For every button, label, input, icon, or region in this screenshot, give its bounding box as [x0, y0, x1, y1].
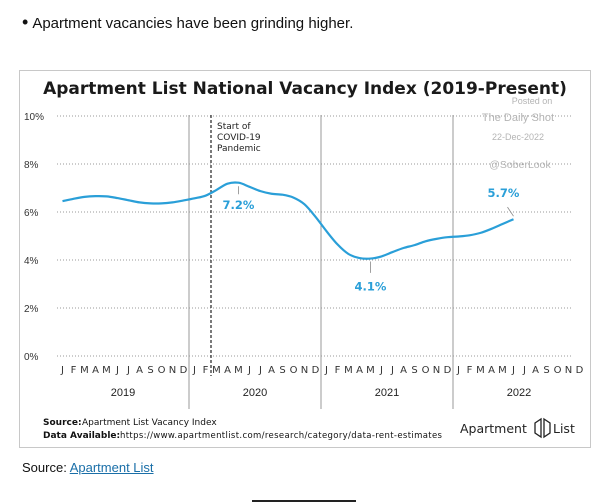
- month-tick-label: M: [476, 365, 485, 376]
- month-tick-label: J: [192, 365, 196, 376]
- month-tick-label: M: [80, 365, 89, 376]
- month-tick-label: S: [411, 365, 417, 376]
- y-tick-label: 4%: [24, 256, 39, 267]
- intro-text: Apartment vacancies have been grinding h…: [32, 15, 354, 32]
- month-tick-label: D: [444, 365, 452, 376]
- month-tick-label: J: [379, 365, 383, 376]
- chart-frame: Apartment List National Vacancy Index (2…: [19, 70, 591, 448]
- covid-marker-label: Pandemic: [217, 144, 261, 154]
- month-tick-label: O: [554, 365, 562, 376]
- apartment-list-logo-text-suffix: List: [553, 421, 575, 436]
- month-tick-label: N: [565, 365, 572, 376]
- month-tick-label: A: [488, 365, 495, 376]
- month-tick-label: J: [247, 365, 251, 376]
- month-tick-label: S: [279, 365, 285, 376]
- month-tick-label: M: [498, 365, 507, 376]
- month-tick-label: O: [158, 365, 166, 376]
- month-tick-label: A: [400, 365, 407, 376]
- covid-marker-label: COVID-19: [217, 133, 261, 143]
- month-tick-label: J: [115, 365, 119, 376]
- month-tick-label: F: [335, 365, 341, 376]
- month-tick-label: J: [126, 365, 130, 376]
- month-tick-label: J: [60, 365, 64, 376]
- y-tick-label: 6%: [24, 208, 39, 219]
- y-tick-label: 10%: [24, 112, 44, 123]
- month-tick-label: F: [467, 365, 473, 376]
- y-tick-label: 2%: [24, 304, 39, 315]
- month-tick-label: D: [576, 365, 584, 376]
- month-tick-label: J: [522, 365, 526, 376]
- chart-title: Apartment List National Vacancy Index (2…: [43, 79, 567, 99]
- footer-source-text: Apartment List Vacancy Index: [82, 418, 217, 428]
- month-tick-label: S: [147, 365, 153, 376]
- month-tick-label: A: [224, 365, 231, 376]
- month-tick-label: D: [312, 365, 320, 376]
- month-tick-label: M: [234, 365, 243, 376]
- page-source-label: Source:: [22, 460, 67, 475]
- month-tick-label: N: [433, 365, 440, 376]
- month-tick-label: A: [268, 365, 275, 376]
- watermark-text: Posted on: [512, 96, 553, 106]
- month-tick-label: J: [258, 365, 262, 376]
- page-source: Source: Apartment List: [22, 460, 154, 475]
- year-label: 2021: [375, 387, 399, 399]
- y-tick-label: 8%: [24, 160, 39, 171]
- month-tick-label: J: [390, 365, 394, 376]
- covid-marker-label: Start of: [217, 122, 251, 132]
- month-tick-label: A: [136, 365, 143, 376]
- annotation-leader: [507, 206, 514, 217]
- watermark-text: 22-Dec-2022: [492, 132, 544, 142]
- month-tick-label: M: [212, 365, 221, 376]
- month-tick-label: A: [356, 365, 363, 376]
- month-tick-label: J: [456, 365, 460, 376]
- watermark-text: @SoberLook: [489, 159, 551, 171]
- month-tick-label: O: [422, 365, 430, 376]
- apartment-list-link[interactable]: Apartment List: [69, 460, 154, 475]
- bullet-icon: •: [22, 12, 29, 32]
- data-label: 7.2%: [223, 198, 255, 212]
- footer-available-text: https://www.apartmentlist.com/research/c…: [120, 431, 443, 441]
- year-label: 2020: [243, 387, 267, 399]
- footer-source-label: Source:: [43, 418, 82, 428]
- watermark-text: The Daily Shot: [482, 112, 554, 124]
- month-tick-label: M: [366, 365, 375, 376]
- month-tick-label: M: [344, 365, 353, 376]
- year-label: 2019: [111, 387, 135, 399]
- month-tick-label: F: [203, 365, 209, 376]
- month-tick-label: J: [324, 365, 328, 376]
- month-tick-label: N: [301, 365, 308, 376]
- apartment-list-logo-text: Apartment: [460, 421, 527, 436]
- month-tick-label: A: [92, 365, 99, 376]
- month-tick-label: S: [543, 365, 549, 376]
- footer-available-label: Data Available:: [43, 431, 120, 441]
- month-tick-label: D: [180, 365, 188, 376]
- data-label: 5.7%: [488, 186, 520, 200]
- month-tick-label: J: [511, 365, 515, 376]
- series-line: [62, 181, 514, 260]
- month-tick-label: A: [532, 365, 539, 376]
- apartment-list-logo-icon: [534, 417, 551, 439]
- bottom-divider: [252, 500, 356, 502]
- year-label: 2022: [507, 387, 531, 399]
- month-tick-label: O: [290, 365, 298, 376]
- intro-text-line: • Apartment vacancies have been grinding …: [22, 12, 353, 33]
- month-tick-label: M: [102, 365, 111, 376]
- data-label: 4.1%: [355, 280, 387, 294]
- month-tick-label: F: [71, 365, 77, 376]
- y-tick-label: 0%: [24, 352, 39, 363]
- month-tick-label: N: [169, 365, 176, 376]
